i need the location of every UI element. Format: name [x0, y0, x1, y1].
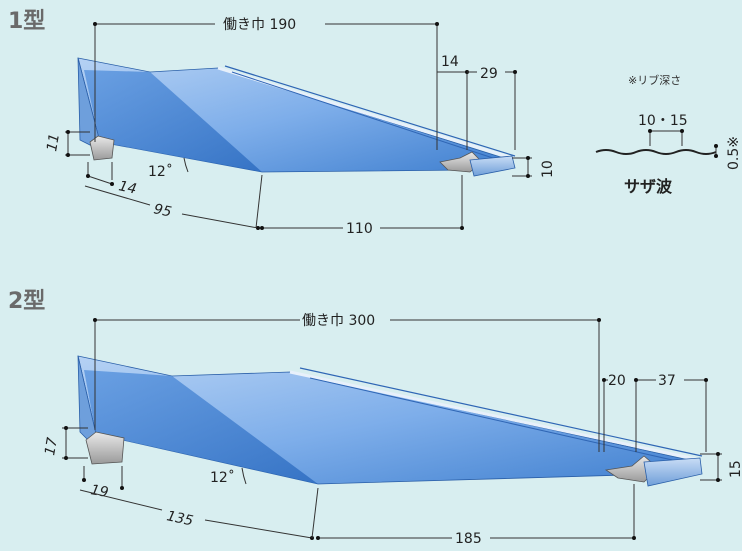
type2-dim-20: 20 [608, 373, 626, 389]
rib-pitch: 10・15 [638, 113, 688, 129]
type2-dim-135: 135 [165, 508, 195, 529]
type2-dimensions: 働き巾 300 20 37 17 19 135 185 15 [42, 313, 742, 547]
type2-title: 2型 [8, 289, 45, 314]
type2-angle: 12˚ [210, 469, 235, 486]
type2-dim-17: 17 [42, 436, 61, 456]
type1-width-label: 働き巾 190 [223, 17, 296, 33]
type2-dim-37: 37 [658, 373, 676, 389]
type1-panel [77, 57, 516, 177]
type1-angle: 12˚ [148, 163, 173, 180]
rib-name: サザ波 [624, 177, 673, 196]
type1-dim-29: 29 [480, 66, 498, 82]
rib-depth: 0.5※ [726, 136, 742, 170]
type2-dim-185: 185 [455, 531, 482, 547]
rib-note: ※リブ深さ [628, 73, 681, 87]
type1-title: 1型 [8, 9, 45, 34]
type2-panel [77, 355, 703, 487]
type2-dim-19: 19 [89, 482, 109, 501]
type2-dim-15: 15 [728, 460, 742, 478]
rib-detail: ※リブ深さ 10・15 0.5※ サザ波 [595, 73, 742, 196]
type2-width-label: 働き巾 300 [302, 313, 375, 329]
type1-dim-14-top: 14 [441, 54, 459, 70]
type1-dimensions: 働き巾 190 14 29 11 14 95 110 10 [44, 17, 556, 237]
type1-dim-95: 95 [152, 201, 173, 220]
type1-dim-11: 11 [44, 132, 63, 152]
type1-dim-10: 10 [540, 160, 556, 178]
type1-dim-110: 110 [346, 221, 373, 237]
type1-dim-14-bottom: 14 [117, 178, 138, 197]
